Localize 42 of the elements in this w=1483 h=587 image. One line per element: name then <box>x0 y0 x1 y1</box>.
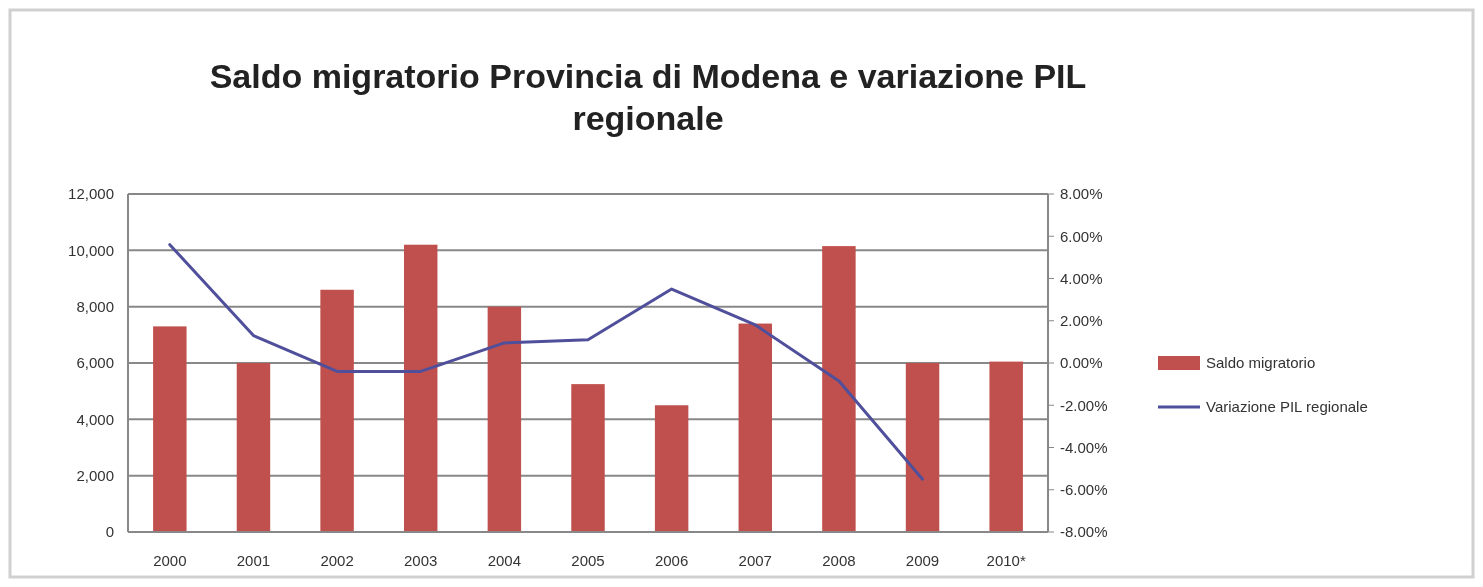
x-tick-label: 2002 <box>320 552 354 569</box>
y2-tick-label: -6.00% <box>1060 481 1108 498</box>
bar <box>320 289 354 532</box>
y-tick-label: 10,000 <box>68 241 114 259</box>
x-tick-label: 2007 <box>738 552 772 569</box>
legend-label: Saldo migratorio <box>1206 354 1316 372</box>
y-tick-label: 8,000 <box>76 297 114 315</box>
x-tick-label: 2008 <box>822 552 856 569</box>
x-tick-label: 2010* <box>986 552 1026 569</box>
bar <box>153 326 187 532</box>
y-tick-label: 6,000 <box>76 354 114 372</box>
y2-tick-label: 6.00% <box>1060 227 1103 245</box>
line-series <box>168 243 925 481</box>
legend-label: Variazione PIL regionale <box>1206 398 1368 416</box>
y2-tick-label: 8.00% <box>1060 185 1103 203</box>
bar <box>487 306 522 532</box>
x-tick-label: 2001 <box>236 552 271 569</box>
y2-tick-label: -2.00% <box>1060 396 1108 414</box>
chart-title: Saldo migratorio Provincia di Modena e variazione PIL regionale <box>209 57 1087 137</box>
bar <box>404 244 438 532</box>
x-tick-label: 2003 <box>404 552 438 569</box>
y2-tick-label: -4.00% <box>1060 438 1108 456</box>
bar <box>738 323 772 532</box>
y2-tick-label: -8.00% <box>1060 523 1108 541</box>
bar <box>236 363 271 532</box>
x-tick-label: 2005 <box>571 552 605 569</box>
x-tick-label: 2009 <box>905 552 940 569</box>
y2-tick-label: 4.00% <box>1060 269 1103 287</box>
x-tick-label: 2004 <box>487 552 522 569</box>
x-tick-label: 2000 <box>153 552 187 569</box>
bar <box>571 384 605 532</box>
bar <box>989 361 1023 532</box>
bar <box>654 405 689 532</box>
bar <box>822 246 856 532</box>
y2-tick-label: 0.00% <box>1060 354 1103 372</box>
y-tick-label: 0 <box>105 523 114 541</box>
bar <box>905 363 940 532</box>
x-tick-label: 2006 <box>654 552 689 569</box>
y-tick-label: 12,000 <box>68 185 114 203</box>
y-tick-label: 4,000 <box>76 410 114 428</box>
y2-tick-label: 2.00% <box>1060 312 1103 329</box>
y-tick-label: 2,000 <box>76 466 114 484</box>
